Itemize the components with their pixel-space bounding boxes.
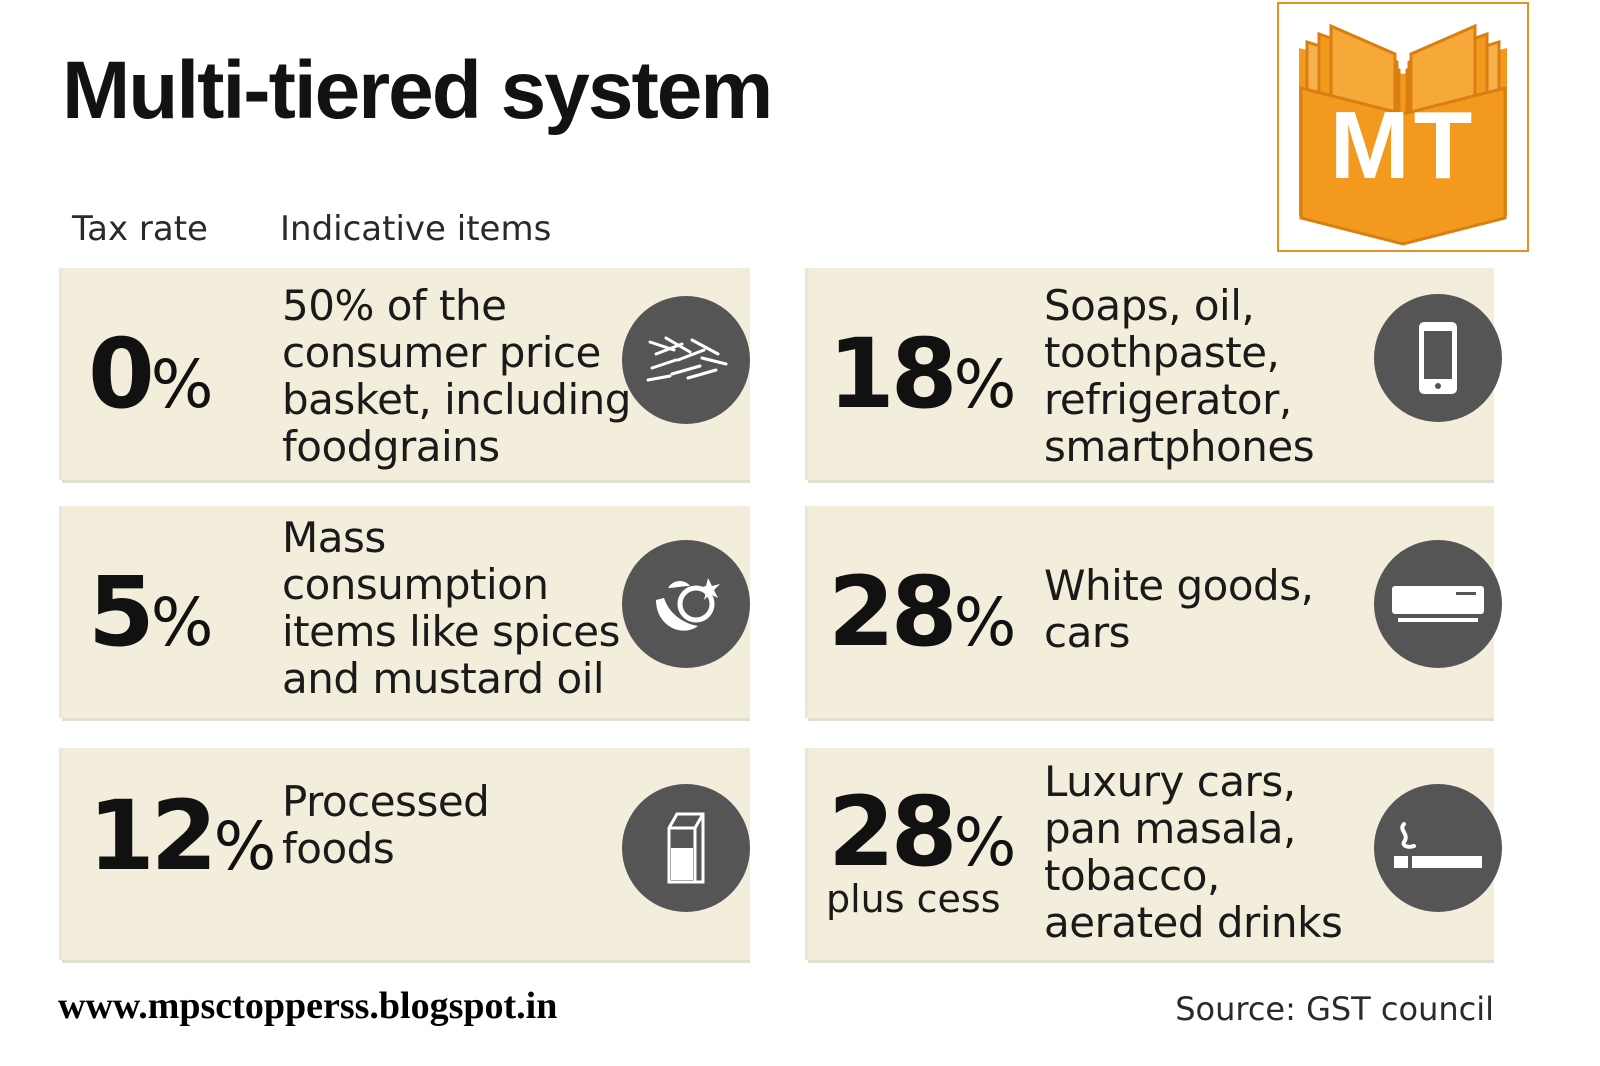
column-label-indicative-items: Indicative items xyxy=(280,209,552,249)
rate-value: 0 xyxy=(88,318,155,430)
tax-card-18: 18% Soaps, oil, toothpaste, refrigerator… xyxy=(808,268,1502,480)
items-description: Soaps, oil, toothpaste, refrigerator, sm… xyxy=(1044,281,1315,471)
cigarette-icon xyxy=(1374,784,1502,912)
plus-cess-note: plus cess xyxy=(826,877,1001,921)
rate-percent-sign: % xyxy=(150,584,214,661)
page-title: Multi-tiered system xyxy=(62,45,773,136)
tax-card-0: 0% 50% of the consumer price basket, inc… xyxy=(62,268,750,480)
spices-icon xyxy=(622,540,750,668)
grains-icon xyxy=(622,296,750,424)
source-credit: Source: GST council xyxy=(1175,990,1494,1028)
column-label-tax-rate: Tax rate xyxy=(72,209,208,249)
rate-percent-sign: % xyxy=(150,346,214,423)
website-url[interactable]: www.mpsctopperss.blogspot.in xyxy=(58,985,558,1027)
milk-carton-icon xyxy=(622,784,750,912)
rate-percent-sign: % xyxy=(213,808,277,885)
rate-value: 18 xyxy=(828,318,958,430)
mt-logo: MT xyxy=(1277,2,1529,252)
tax-card-5: 5% Mass consumption items like spices an… xyxy=(62,506,750,718)
logo-text: MT xyxy=(1329,92,1477,199)
items-description: Mass consumption items like spices and m… xyxy=(282,513,621,703)
rate-value: 28 xyxy=(828,556,958,668)
rate-value: 28 xyxy=(828,776,958,888)
items-description: Luxury cars, pan masala, tobacco, aerate… xyxy=(1044,757,1343,947)
tax-card-28: 28% White goods, cars xyxy=(808,506,1502,718)
air-conditioner-icon xyxy=(1374,540,1502,668)
smartphone-icon xyxy=(1374,294,1502,422)
items-description: Processed foods xyxy=(282,777,490,873)
rate-percent-sign: % xyxy=(953,584,1017,661)
tax-card-28-plus-cess: 28% plus cess Luxury cars, pan masala, t… xyxy=(808,748,1502,960)
items-description: White goods, cars xyxy=(1044,561,1314,657)
rate-percent-sign: % xyxy=(953,346,1017,423)
rate-value: 5 xyxy=(88,556,155,668)
items-description: 50% of the consumer price basket, includ… xyxy=(282,281,631,471)
rate-percent-sign: % xyxy=(953,804,1017,881)
rate-value: 12 xyxy=(88,780,218,892)
tax-card-12: 12% Processed foods xyxy=(62,748,750,960)
book-logo-icon xyxy=(1299,23,1507,246)
